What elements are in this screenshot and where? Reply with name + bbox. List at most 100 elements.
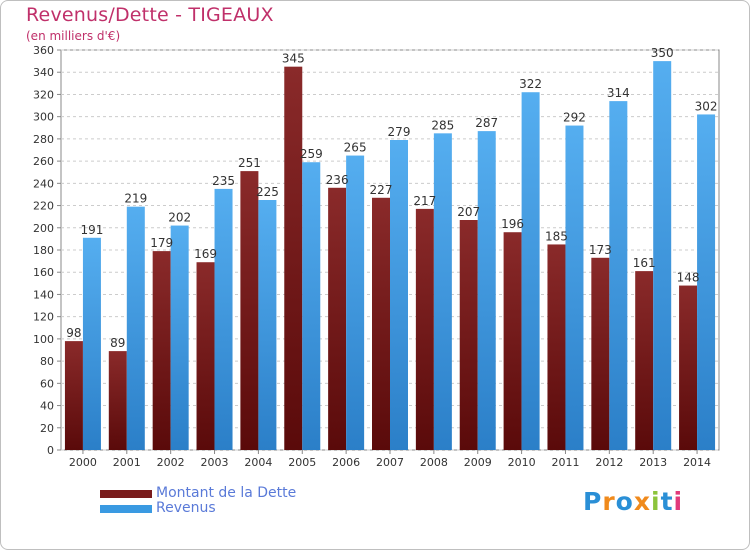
data-label-revenus: 314 <box>607 86 630 100</box>
logo-letter: P <box>583 487 603 516</box>
data-label-revenus: 259 <box>300 147 323 161</box>
logo-letter: x <box>633 487 651 516</box>
bar-dette <box>64 341 83 450</box>
y-tick-label: 320 <box>33 88 54 101</box>
x-tick-label: 2000 <box>69 456 97 469</box>
bar-dette <box>591 257 610 450</box>
bar-dette <box>503 232 522 450</box>
data-label-dette: 345 <box>282 52 305 66</box>
bar-revenus <box>214 188 233 450</box>
x-tick-label: 2007 <box>376 456 404 469</box>
y-tick-label: 60 <box>40 377 54 390</box>
data-label-dette: 169 <box>194 247 217 261</box>
bar-dette <box>328 187 347 450</box>
data-label-dette: 161 <box>633 256 656 270</box>
logo-letter: i <box>673 487 684 516</box>
bar-revenus <box>346 155 365 451</box>
y-tick-label: 220 <box>33 200 54 213</box>
bar-dette <box>284 66 303 451</box>
y-tick-label: 40 <box>40 400 54 413</box>
data-label-revenus: 225 <box>256 185 279 199</box>
bar-revenus <box>653 61 672 450</box>
bar-revenus <box>82 237 101 450</box>
data-label-dette: 207 <box>457 205 480 219</box>
bar-dette <box>372 197 390 450</box>
data-label-dette: 148 <box>677 271 700 285</box>
bar-dette <box>152 251 171 450</box>
data-label-revenus: 287 <box>475 116 498 130</box>
y-tick-label: 200 <box>33 222 54 235</box>
data-label-dette: 227 <box>370 183 393 197</box>
y-tick-label: 160 <box>33 266 54 279</box>
x-tick-label: 2005 <box>288 456 316 469</box>
y-tick-label: 180 <box>33 244 54 257</box>
y-tick-label: 260 <box>33 155 54 168</box>
legend-item-dette: Montant de la Dette <box>100 485 360 503</box>
logo-letter: r <box>602 487 616 516</box>
data-label-dette: 89 <box>110 336 125 350</box>
legend-item-revenus: Revenus <box>100 500 360 518</box>
data-label-revenus: 350 <box>651 46 674 60</box>
bar-revenus <box>126 206 145 450</box>
bar-revenus <box>170 225 189 450</box>
y-tick-label: 360 <box>33 44 54 57</box>
bar-revenus <box>609 101 628 450</box>
proxiti-logo: Proxiti <box>583 487 683 516</box>
x-tick-label: 2010 <box>508 456 536 469</box>
bar-revenus <box>390 140 408 450</box>
bar-dette <box>635 271 654 450</box>
y-tick-label: 80 <box>40 355 54 368</box>
x-tick-label: 2013 <box>639 456 667 469</box>
data-label-dette: 185 <box>545 229 568 243</box>
bar-dette <box>240 171 259 450</box>
bar-dette <box>108 351 127 450</box>
bar-revenus <box>302 162 321 450</box>
data-label-dette: 217 <box>413 194 436 208</box>
bar-dette <box>547 244 566 450</box>
bar-revenus <box>697 114 716 450</box>
y-tick-label: 20 <box>40 422 54 435</box>
y-tick-label: 140 <box>33 288 54 301</box>
data-label-revenus: 302 <box>695 99 718 113</box>
y-tick-label: 100 <box>33 333 54 346</box>
legend-label-revenus: Revenus <box>156 500 216 516</box>
x-tick-label: 2004 <box>244 456 272 469</box>
bar-dette <box>415 208 434 450</box>
bar-revenus <box>521 92 540 450</box>
y-tick-label: 0 <box>47 444 54 457</box>
bar-dette <box>679 285 698 450</box>
data-label-dette: 98 <box>66 326 81 340</box>
bar-dette <box>459 220 478 450</box>
x-tick-label: 2011 <box>551 456 579 469</box>
y-tick-label: 280 <box>33 133 54 146</box>
y-tick-label: 340 <box>33 66 54 79</box>
bar-revenus <box>477 131 496 450</box>
data-label-dette: 196 <box>501 217 524 231</box>
bar-revenus <box>258 200 277 450</box>
data-label-revenus: 285 <box>431 118 454 132</box>
y-tick-label: 120 <box>33 311 54 324</box>
data-label-revenus: 265 <box>344 141 367 155</box>
x-tick-label: 2001 <box>113 456 141 469</box>
data-label-revenus: 279 <box>388 125 411 139</box>
data-label-revenus: 292 <box>563 111 586 125</box>
x-tick-label: 2006 <box>332 456 360 469</box>
x-tick-label: 2009 <box>464 456 492 469</box>
data-label-revenus: 202 <box>168 211 191 225</box>
data-label-revenus: 322 <box>519 77 542 91</box>
logo-letter: o <box>615 487 634 516</box>
data-label-dette: 251 <box>238 156 261 170</box>
chart-title: Revenus/Dette - TIGEAUX <box>26 4 274 26</box>
bar-revenus <box>565 125 584 451</box>
data-label-dette: 173 <box>589 243 612 257</box>
data-label-revenus: 235 <box>212 174 235 188</box>
y-tick-label: 240 <box>33 177 54 190</box>
x-tick-label: 2008 <box>420 456 448 469</box>
data-label-revenus: 191 <box>80 223 103 237</box>
logo-letter: i <box>651 487 661 516</box>
x-tick-label: 2003 <box>201 456 229 469</box>
data-label-dette: 236 <box>326 173 349 187</box>
bar-dette <box>196 262 215 450</box>
legend-swatch-dette <box>100 490 152 498</box>
